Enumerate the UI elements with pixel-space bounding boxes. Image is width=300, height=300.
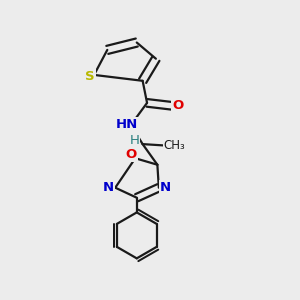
Text: N: N: [103, 181, 114, 194]
Text: H: H: [130, 134, 139, 147]
Text: CH₃: CH₃: [164, 139, 185, 152]
Text: HN: HN: [116, 118, 139, 131]
Text: O: O: [125, 148, 136, 161]
Text: S: S: [85, 70, 94, 83]
Text: N: N: [160, 181, 171, 194]
Text: O: O: [172, 99, 184, 112]
